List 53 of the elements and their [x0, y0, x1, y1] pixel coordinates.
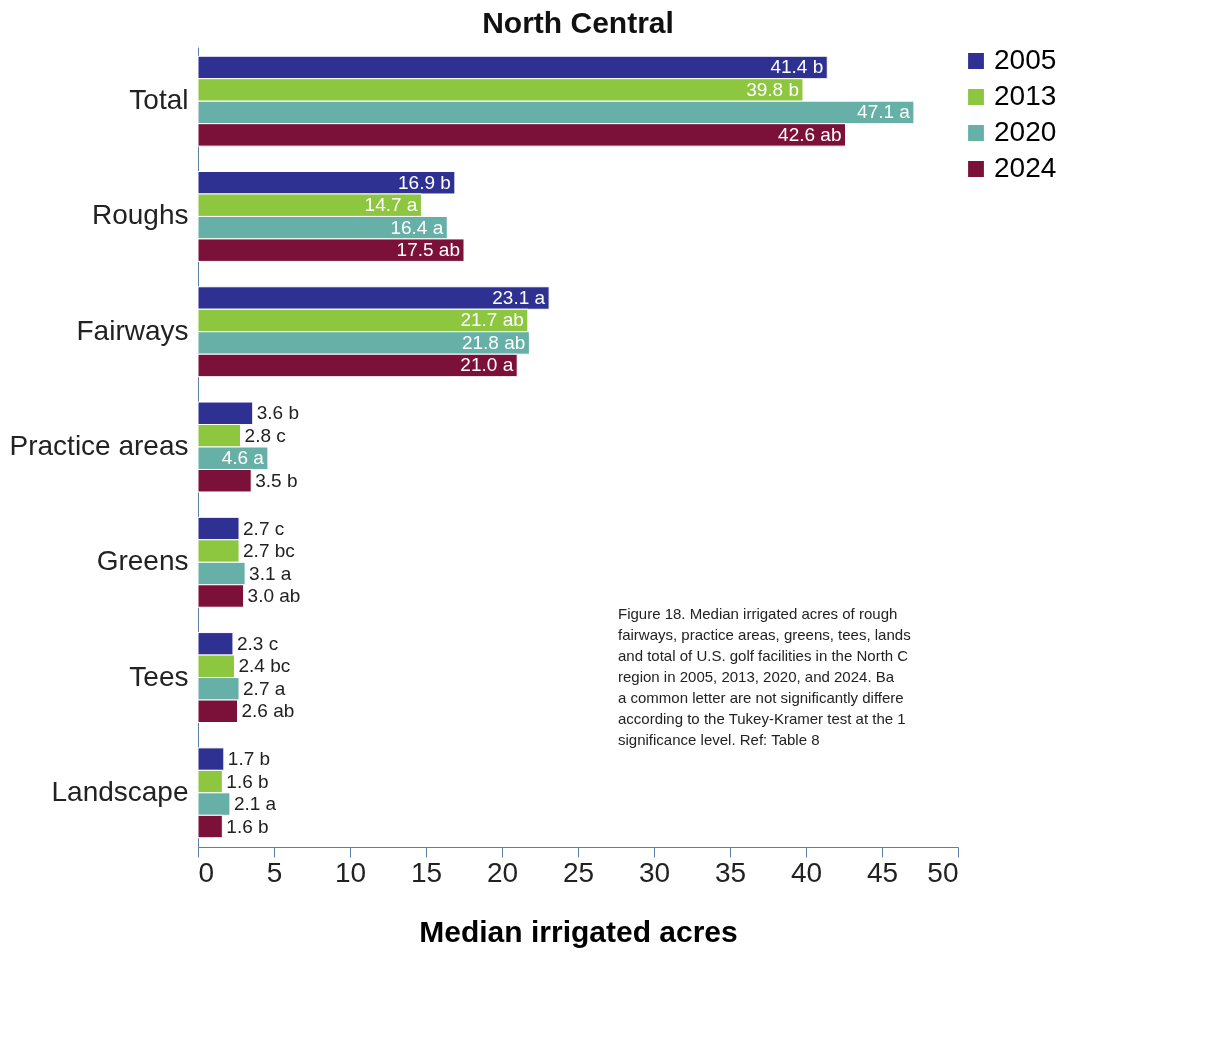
- legend-label: 2013: [994, 80, 1057, 111]
- data-label: 17.5 ab: [396, 239, 460, 261]
- x-tick-label: 0: [198, 856, 215, 888]
- y-tick-label: Fairways: [76, 314, 189, 346]
- x-tick-label: 40: [790, 856, 823, 888]
- x-tick-label: 5: [266, 856, 283, 888]
- y-tick-label: Practice areas: [9, 430, 189, 461]
- data-label: 4.6 a: [221, 447, 265, 469]
- x-tick-label: 50: [927, 856, 959, 888]
- data-label: 1.7 b: [227, 748, 271, 770]
- x-tick-label: 45: [866, 856, 899, 888]
- y-tick-label: Tees: [129, 660, 189, 692]
- data-label: 23.1 a: [492, 287, 546, 309]
- x-tick-label: 25: [562, 856, 595, 888]
- y-tick-label: Greens: [96, 545, 189, 577]
- data-label: 41.4 b: [770, 56, 824, 78]
- data-label: 2.6 ab: [241, 700, 295, 722]
- data-label: 2.1 a: [233, 793, 277, 815]
- data-label: 2.7 c: [243, 517, 285, 539]
- x-tick-label: 35: [714, 856, 747, 888]
- y-tick-label: Roughs: [91, 199, 189, 231]
- data-label: 2.4 bc: [238, 655, 291, 677]
- chart-title: North Central: [482, 6, 674, 39]
- data-label: 3.5 b: [255, 469, 298, 491]
- data-label: 16.9 b: [398, 171, 451, 193]
- legend-label: 2005: [994, 44, 1057, 75]
- data-label: 3.0 ab: [247, 584, 301, 606]
- y-tick-label: Landscape: [51, 775, 189, 807]
- data-label: 42.6 ab: [778, 123, 842, 145]
- data-label: 39.8 b: [746, 78, 799, 100]
- data-label: 21.8 ab: [461, 331, 526, 353]
- data-label: 2.3 c: [236, 632, 279, 654]
- x-tick-label: 15: [410, 856, 443, 888]
- data-label: 1.6 b: [226, 770, 269, 792]
- data-label: 21.0 a: [460, 354, 514, 376]
- data-label: 2.7 a: [243, 677, 286, 699]
- data-label: 3.1 a: [249, 562, 292, 584]
- legend-label: 2020: [994, 116, 1057, 147]
- x-tick-label: 30: [638, 856, 671, 888]
- data-label: 16.4 a: [390, 216, 444, 238]
- y-tick-label: Total: [129, 84, 189, 116]
- data-label: 1.6 b: [226, 815, 269, 837]
- x-tick-label: 20: [486, 856, 519, 888]
- data-label: 47.1 a: [857, 101, 911, 123]
- x-axis-title: Median irrigated acres: [419, 914, 738, 948]
- data-label: 3.6 b: [256, 402, 299, 424]
- data-label: 2.7 bc: [243, 540, 295, 562]
- data-label: 2.8 c: [244, 424, 286, 446]
- annotation: Figure 18. Median irrigated acres of rough fairways, practice areas, greens, tees, lands and total of U.S. golf facilities in the North C region in 2005, 2013, 2020, and 2024. Ba a common letter are not significantly differe according to the Tukey-Kramer test at the 1 significance level. Ref: Table 8: [618, 605, 911, 748]
- legend-label: 2024: [994, 152, 1057, 183]
- data-label: 21.7 ab: [460, 309, 524, 331]
- data-label: 14.7 a: [364, 194, 418, 216]
- x-tick-label: 10: [334, 856, 367, 888]
